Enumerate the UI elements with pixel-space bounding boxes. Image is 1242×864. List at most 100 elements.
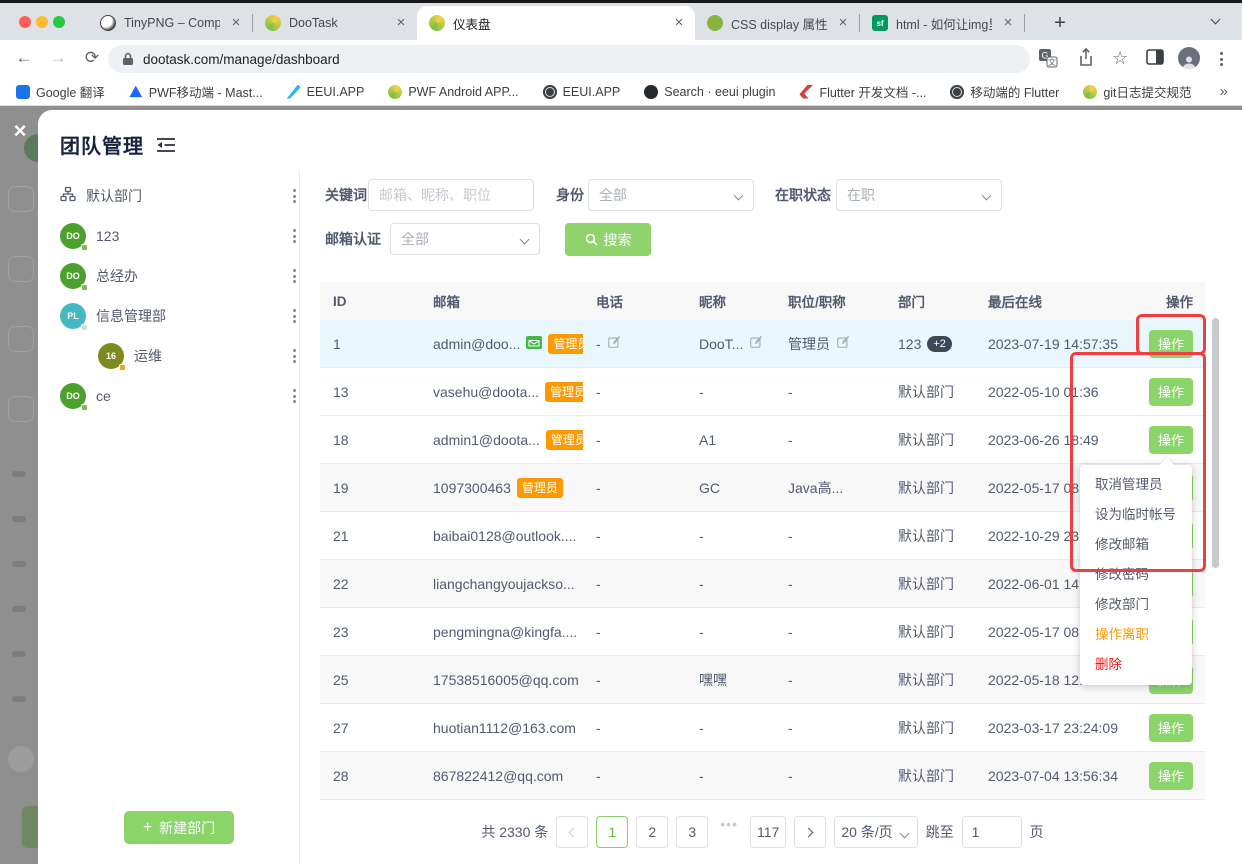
window-minimize-button[interactable]: [36, 16, 48, 28]
keyword-input[interactable]: [368, 179, 534, 211]
avatar-status-badge: [81, 244, 88, 251]
bookmark-item-7[interactable]: Flutter 开发文档 -...: [799, 82, 926, 101]
sidebar-item-总经办[interactable]: DO 总经办: [60, 256, 300, 296]
annotation-rect-action-button: [1136, 314, 1206, 355]
tab-close-icon[interactable]: ×: [1003, 14, 1013, 31]
page-button-117[interactable]: 117: [749, 816, 787, 848]
browser-tab-2[interactable]: DooTask ×: [253, 6, 417, 40]
table-scrollbar-thumb[interactable]: [1212, 318, 1219, 568]
browser-tab-1[interactable]: TinyPNG – Compress We ×: [88, 6, 252, 40]
backdrop-item: [12, 516, 26, 522]
bookmark-label: PWF Android APP...: [408, 84, 519, 99]
table-row-18[interactable]: 18 admin1@doota... 管理员 - A1- 默认部门 2023-06-26 1…: [320, 416, 1205, 464]
row-action-button[interactable]: 操作: [1149, 425, 1193, 454]
browser-tab-4[interactable]: CSS display 属性 | 菜鸟教 ×: [695, 6, 859, 40]
page-button-3[interactable]: 3: [676, 816, 709, 848]
row-action-button[interactable]: 操作: [1149, 761, 1193, 790]
edit-icon[interactable]: [836, 335, 850, 352]
forward-button[interactable]: →: [49, 48, 67, 67]
table-row-22[interactable]: 22 liangchangyoujackso... - - - 默认部门 2022-06-0…: [320, 560, 1205, 608]
new-tab-button[interactable]: +: [1054, 12, 1066, 34]
per-page-select[interactable]: 20 条/页: [834, 816, 918, 848]
cell-job: -: [775, 624, 885, 640]
status-select[interactable]: 在职: [836, 179, 1002, 211]
reload-button[interactable]: ⟳: [84, 48, 100, 67]
bookmark-label: PWF移动端 - Mast...: [148, 86, 263, 100]
browser-tab-3[interactable]: 仪表盘 ×: [417, 6, 695, 40]
menu-item-修改部门[interactable]: 修改部门: [1095, 597, 1149, 612]
address-bar[interactable]: dootask.com/manage/dashboard: [108, 45, 1030, 73]
edit-icon[interactable]: [607, 335, 621, 352]
email-verify-select[interactable]: 全部: [390, 223, 540, 255]
bookmark-item-4[interactable]: PWF Android APP...: [388, 84, 519, 99]
page-button-1[interactable]: 1: [596, 816, 629, 848]
more-options-icon[interactable]: [289, 345, 300, 367]
bookmark-item-6[interactable]: Search · eeui plugin: [644, 84, 775, 99]
identity-select[interactable]: 全部: [588, 179, 754, 211]
bookmark-item-8[interactable]: 移动端的 Flutter: [950, 82, 1059, 101]
jump-page-input[interactable]: [961, 816, 1022, 848]
menu-item-删除[interactable]: 删除: [1095, 657, 1122, 672]
page-button-2[interactable]: 2: [636, 816, 669, 848]
tab-close-icon[interactable]: ×: [674, 14, 684, 31]
menu-item-修改邮箱[interactable]: 修改邮箱: [1095, 537, 1149, 552]
collapse-menu-icon[interactable]: [156, 137, 176, 153]
bookmark-item-2[interactable]: PWF移动端 - Mast...: [129, 82, 263, 101]
prev-page-button[interactable]: [556, 816, 589, 848]
tab-title: TinyPNG – Compress We: [124, 16, 220, 30]
table-row-13[interactable]: 13 vasehu@doota... 管理员 - - - 默认部门 2022-05-10 01…: [320, 368, 1205, 416]
menu-item-操作离职[interactable]: 操作离职: [1095, 627, 1149, 642]
edit-icon[interactable]: [749, 335, 763, 352]
bookmark-item-5[interactable]: EEUI.APP: [542, 84, 620, 99]
next-page-button[interactable]: [794, 816, 827, 848]
cell-nickname-text: -: [699, 383, 704, 400]
sidebar-item-ce[interactable]: DO ce: [60, 376, 300, 416]
search-button[interactable]: 搜索: [565, 223, 651, 256]
browser-tab-5[interactable]: sf html - 如何让img里的图片 ×: [860, 6, 1024, 40]
tab-close-icon[interactable]: ×: [396, 14, 406, 31]
bookmark-item-9[interactable]: git日志提交规范: [1083, 82, 1192, 101]
table-row-1[interactable]: 1admin@doo...管理员-DooT...管理员123+22023-07-…: [320, 320, 1205, 368]
row-action-button[interactable]: 操作: [1149, 377, 1193, 406]
new-department-button[interactable]: + 新建部门: [124, 811, 234, 844]
profile-avatar[interactable]: [1178, 47, 1200, 69]
bookmarks-overflow-icon[interactable]: »: [1211, 83, 1228, 100]
sidebar-item-运维[interactable]: 16 运维: [60, 336, 300, 376]
email-text: huotian1112@163.com: [433, 719, 576, 736]
browser-menu-icon[interactable]: [1216, 48, 1227, 70]
sidebar-item-123[interactable]: DO 123: [60, 216, 300, 256]
backdrop-item: [8, 326, 34, 352]
menu-item-设为临时帐号[interactable]: 设为临时帐号: [1095, 507, 1176, 522]
sidebar-item-信息管理部[interactable]: PL 信息管理部: [60, 296, 300, 336]
window-close-button[interactable]: [19, 16, 31, 28]
more-options-icon[interactable]: [289, 185, 300, 207]
bookmark-item-3[interactable]: EEUI.APP: [286, 84, 364, 99]
table-row-25[interactable]: 25 17538516005@qq.com - 嘿嘿 - 默认部门 2022-05-18 1…: [320, 656, 1205, 704]
row-action-button[interactable]: 操作: [1149, 713, 1193, 742]
column-header-5: 部门: [898, 295, 925, 310]
tab-search-chevron-icon[interactable]: [1210, 14, 1221, 25]
more-options-icon[interactable]: [289, 385, 300, 407]
table-row-27[interactable]: 27 huotian1112@163.com - - - 默认部门 2023-03-17 2…: [320, 704, 1205, 752]
panda-favicon-icon: [100, 15, 116, 31]
bookmark-star-icon[interactable]: ☆: [1112, 48, 1129, 68]
bookmark-item-1[interactable]: Google 翻译: [16, 82, 105, 101]
more-options-icon[interactable]: [289, 225, 300, 247]
table-row-28[interactable]: 28 867822412@qq.com - - - 默认部门 2023-07-04 13:5…: [320, 752, 1205, 800]
sidebar-item-默认部门[interactable]: 默认部门: [60, 176, 300, 216]
backdrop-item: [12, 561, 26, 567]
share-icon[interactable]: [1077, 47, 1095, 73]
side-panel-icon[interactable]: [1146, 48, 1164, 71]
more-options-icon[interactable]: [289, 265, 300, 287]
cell-department: 默认部门: [885, 622, 975, 642]
modal-close-icon[interactable]: ×: [13, 118, 27, 143]
cell-action: 操作: [1135, 713, 1205, 742]
more-options-icon[interactable]: [289, 305, 300, 327]
menu-item-取消管理员[interactable]: 取消管理员: [1095, 477, 1163, 492]
tab-close-icon[interactable]: ×: [231, 14, 241, 31]
tab-close-icon[interactable]: ×: [838, 14, 848, 31]
back-button[interactable]: ←: [15, 48, 33, 67]
table-row-23[interactable]: 23 pengmingna@kingfa.... - - - 默认部门 2022-05-17…: [320, 608, 1205, 656]
window-zoom-button[interactable]: [53, 16, 65, 28]
